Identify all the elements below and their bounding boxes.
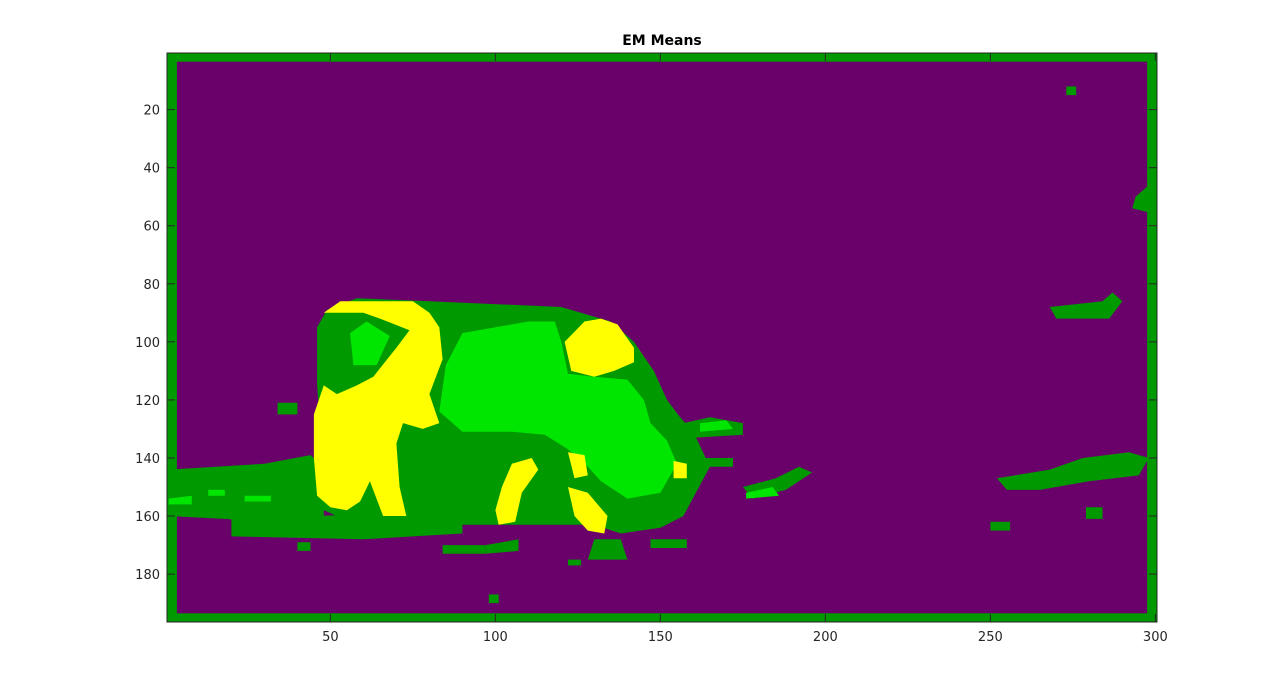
- cluster-edge-region-13: [442, 545, 486, 554]
- y-tick-label: 120: [135, 394, 160, 409]
- cluster-edge-region-19: [1086, 507, 1103, 519]
- axes-box: [166, 52, 1158, 623]
- cluster-body-region-24: [350, 321, 390, 366]
- x-tick-label: 250: [978, 630, 1003, 645]
- cluster-regions: [167, 53, 1157, 622]
- cluster-edge-region-3: [1147, 53, 1157, 622]
- cluster-edge-region-15: [587, 539, 628, 560]
- y-tick-label: 160: [135, 510, 160, 525]
- x-tick-label: 100: [483, 630, 508, 645]
- cluster-highlight-region-33: [495, 458, 539, 525]
- cluster-highlight-region-34: [568, 452, 588, 479]
- cluster-edge-region-21: [1066, 86, 1077, 96]
- cluster-edge-region-16: [650, 539, 687, 548]
- cluster-edge-region-4: [168, 455, 324, 522]
- y-tick-label: 100: [135, 336, 160, 351]
- plot-area: [166, 52, 1158, 623]
- cluster-highlight-region-32: [564, 318, 634, 377]
- cluster-edge-region-8: [693, 458, 733, 467]
- y-tick-label: 40: [143, 162, 160, 177]
- x-tick-label: 150: [648, 630, 673, 645]
- cluster-edge-region-20: [488, 594, 499, 604]
- y-tick-label: 20: [143, 104, 160, 119]
- cluster-edge-region-0: [167, 53, 1157, 62]
- cluster-edge-region-22: [297, 542, 311, 551]
- y-tick-label: 180: [135, 568, 160, 583]
- x-axis: 50 100 150 200 250 300: [322, 53, 1168, 645]
- cluster-edge-region-18: [990, 521, 1011, 531]
- cluster-edge-region-10: [1049, 292, 1123, 319]
- cluster-highlight-region-31: [313, 301, 443, 516]
- x-tick-label: 200: [813, 630, 838, 645]
- cluster-edge-region-2: [167, 53, 177, 622]
- y-tick-label: 80: [143, 278, 160, 293]
- x-tick-label: 300: [1143, 630, 1168, 645]
- cluster-edge-region-11: [997, 452, 1149, 490]
- cluster-edge-region-14: [485, 539, 519, 554]
- x-tick-label: 50: [322, 630, 339, 645]
- cluster-edge-region-17: [277, 402, 298, 415]
- y-tick-label: 60: [143, 220, 160, 235]
- cluster-body-region-27: [208, 489, 225, 496]
- y-tick-label: 140: [135, 452, 160, 467]
- cluster-body-region-26: [168, 495, 192, 505]
- cluster-edge-region-1: [167, 613, 1157, 622]
- cluster-highlight-region-35: [568, 487, 608, 534]
- cluster-body-region-29: [746, 487, 780, 499]
- cluster-edge-region-12: [1132, 185, 1156, 215]
- cluster-edge-region-23: [568, 559, 582, 566]
- chart-title: EM Means: [622, 33, 702, 49]
- cluster-body-region-25: [439, 321, 677, 499]
- cluster-highlight-region-36: [673, 460, 687, 479]
- cluster-body-region-30: [700, 420, 733, 432]
- y-axis: 20 40 60 80 100 120 140 160 180: [135, 104, 1157, 583]
- cluster-body-region-28: [244, 495, 271, 502]
